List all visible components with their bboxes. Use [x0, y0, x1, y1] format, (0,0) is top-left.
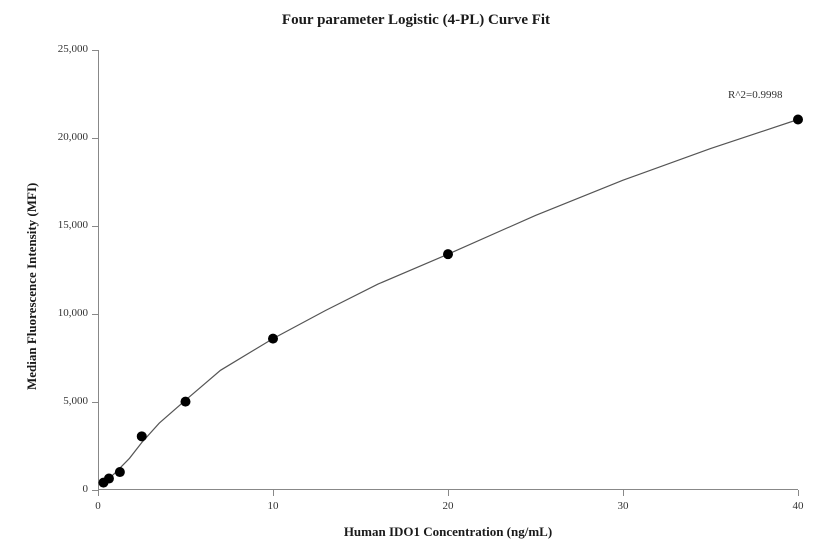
y-tick-mark: [92, 138, 98, 139]
x-tick-mark: [98, 490, 99, 496]
data-point: [443, 249, 453, 259]
x-tick-mark: [623, 490, 624, 496]
x-tick-mark: [448, 490, 449, 496]
data-point: [268, 334, 278, 344]
y-tick-mark: [92, 226, 98, 227]
data-point: [793, 115, 803, 125]
y-tick-mark: [92, 402, 98, 403]
x-tick-label: 40: [778, 500, 818, 512]
x-tick-label: 30: [603, 500, 643, 512]
y-tick-label: 15,000: [28, 219, 88, 231]
x-tick-label: 20: [428, 500, 468, 512]
fit-curve: [102, 120, 799, 486]
data-point: [104, 474, 114, 484]
data-point: [137, 431, 147, 441]
chart-container: Four parameter Logistic (4-PL) Curve Fit…: [0, 0, 832, 560]
x-tick-mark: [273, 490, 274, 496]
y-tick-mark: [92, 314, 98, 315]
x-tick-label: 10: [253, 500, 293, 512]
y-tick-mark: [92, 50, 98, 51]
y-tick-label: 20,000: [28, 131, 88, 143]
y-tick-label: 0: [28, 483, 88, 495]
data-point: [181, 397, 191, 407]
plot-svg: [0, 0, 832, 560]
y-tick-label: 25,000: [28, 43, 88, 55]
y-tick-label: 5,000: [28, 395, 88, 407]
x-tick-label: 0: [78, 500, 118, 512]
y-tick-label: 10,000: [28, 307, 88, 319]
x-tick-mark: [798, 490, 799, 496]
r-squared-annotation: R^2=0.9998: [728, 89, 782, 101]
data-point: [115, 467, 125, 477]
